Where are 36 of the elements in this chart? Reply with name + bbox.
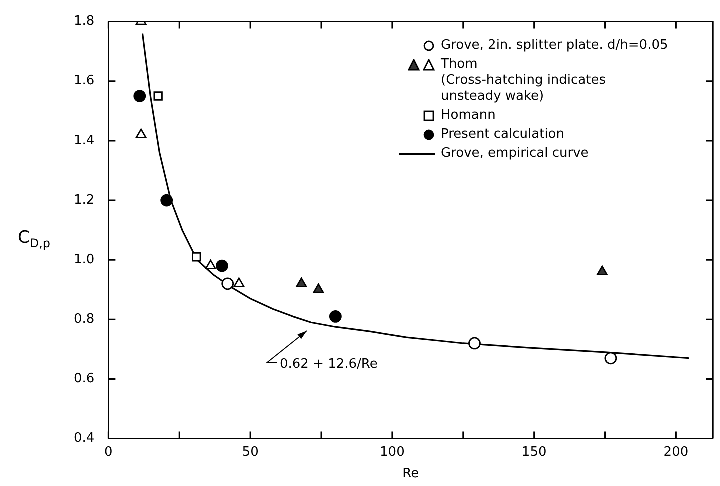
legend-label: Thom (Cross-hatching indicates unsteady wake) — [441, 57, 606, 105]
x-tick-label: 0 — [104, 444, 113, 460]
x-axis-title: Re — [402, 466, 420, 482]
legend-label: Grove, empirical curve — [441, 146, 589, 162]
y-tick-label: 1.8 — [74, 14, 95, 30]
legend-label: Homann — [441, 108, 496, 124]
point — [468, 337, 481, 350]
point — [234, 278, 245, 288]
legend-label: Grove, 2in. splitter plate. d/h=0.05 — [441, 38, 668, 54]
annotation: 0.62 + 12.6/Re — [280, 357, 378, 372]
point — [134, 90, 146, 102]
y-tick-label: 0.8 — [74, 312, 95, 328]
x-tick-label: 150 — [522, 444, 547, 460]
y-tick-label: 0.6 — [74, 372, 95, 387]
point — [216, 260, 228, 272]
point — [192, 252, 202, 262]
x-tick-label: 100 — [380, 444, 405, 460]
legend-label: Present calculation — [441, 127, 564, 143]
x-tick-label: 200 — [664, 444, 689, 460]
x-tick-label: 50 — [242, 444, 259, 460]
y-tick-label: 1.0 — [74, 252, 95, 268]
point — [136, 128, 147, 138]
y-tick-label: 1.4 — [74, 133, 95, 148]
point — [329, 310, 342, 323]
point — [313, 284, 324, 294]
point — [296, 278, 308, 288]
y-tick-label: 1.2 — [74, 192, 95, 208]
y-axis-title: C$_{D,p}$ — [18, 228, 51, 250]
y-tick-label: 1.6 — [74, 74, 95, 89]
point — [604, 352, 618, 365]
y-tick-label: 0.4 — [74, 431, 95, 446]
point — [160, 194, 174, 207]
point — [596, 266, 608, 276]
point — [154, 92, 163, 101]
point — [205, 260, 216, 270]
point — [222, 278, 234, 290]
